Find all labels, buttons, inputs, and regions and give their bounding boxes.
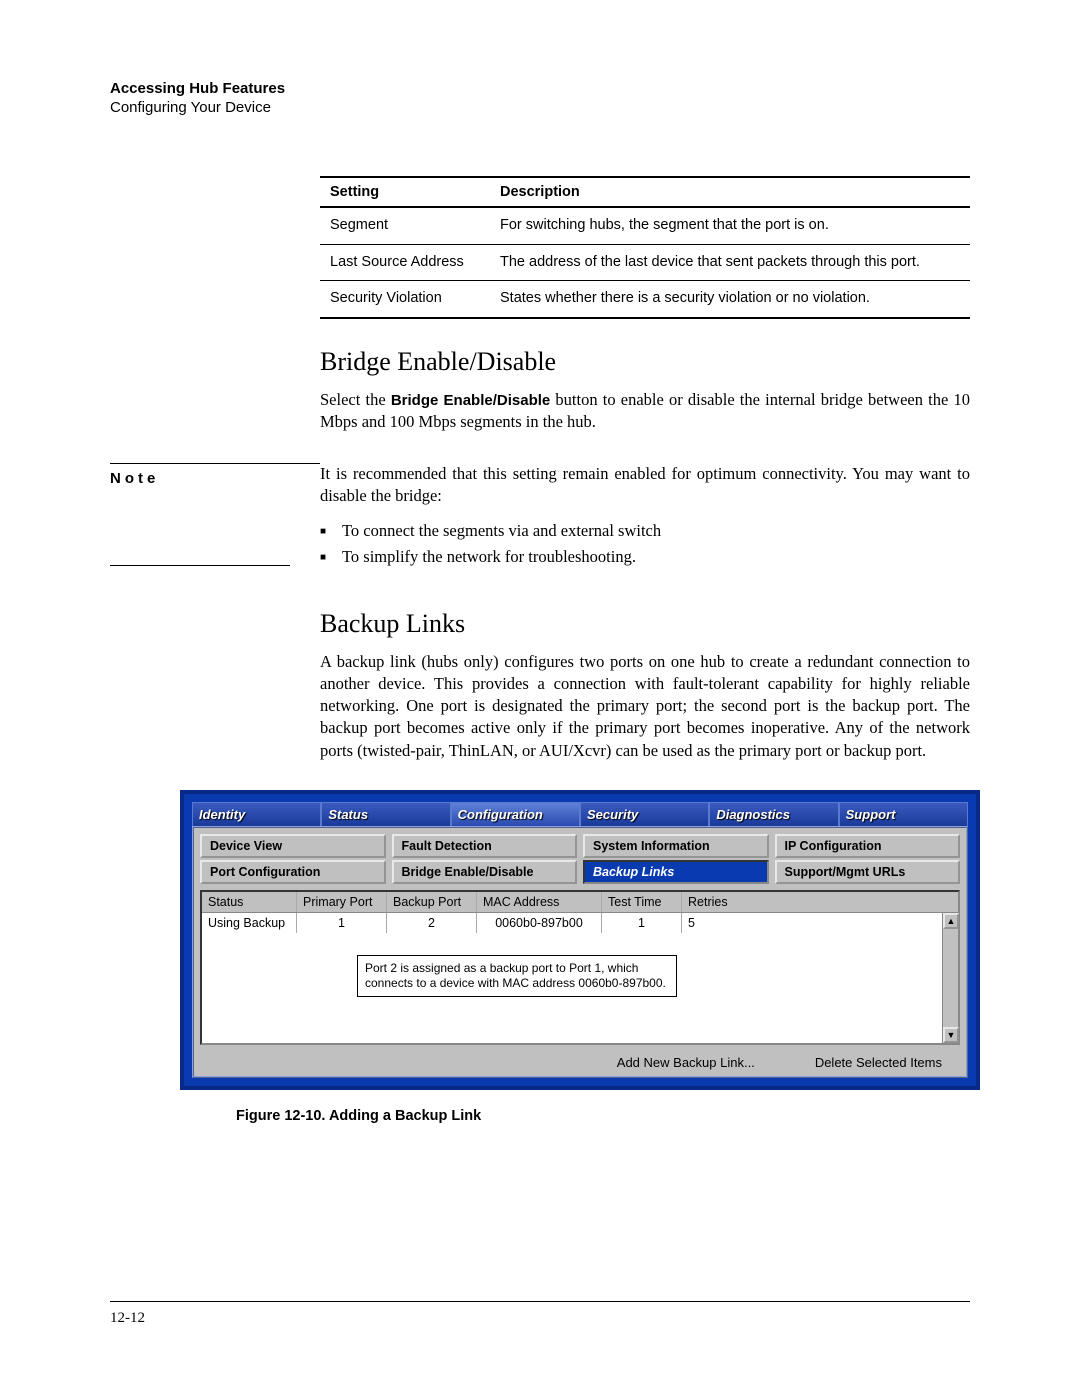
- delete-selected-button[interactable]: Delete Selected Items: [815, 1055, 942, 1070]
- subtab-device-view[interactable]: Device View: [200, 834, 386, 858]
- cell-setting: Security Violation: [320, 281, 490, 318]
- table-row: Security Violation States whether there …: [320, 281, 970, 318]
- data-row[interactable]: Using Backup 1 2 0060b0-897b00 1 5: [202, 913, 958, 933]
- main-tabs: Identity Status Configuration Security D…: [184, 794, 976, 826]
- tab-security[interactable]: Security: [580, 802, 709, 826]
- col-description: Description: [490, 177, 970, 207]
- cell-desc: For switching hubs, the segment that the…: [490, 207, 970, 244]
- subtab-port-config[interactable]: Port Configuration: [200, 860, 386, 884]
- page-header: Accessing Hub Features Configuring Your …: [110, 80, 970, 116]
- scrollbar[interactable]: ▲ ▼: [942, 913, 958, 1043]
- bridge-paragraph: Select the Bridge Enable/Disable button …: [320, 389, 970, 434]
- subtab-system-info[interactable]: System Information: [583, 834, 769, 858]
- subtab-fault-detection[interactable]: Fault Detection: [392, 834, 578, 858]
- note-bullets: To connect the segments via and external…: [320, 518, 970, 571]
- note-block: Note It is recommended that this setting…: [110, 463, 970, 580]
- bottom-bar: Add New Backup Link... Delete Selected I…: [194, 1051, 966, 1076]
- tab-identity[interactable]: Identity: [192, 802, 321, 826]
- data-panel: Status Primary Port Backup Port MAC Addr…: [200, 890, 960, 1045]
- cell-setting: Segment: [320, 207, 490, 244]
- scroll-up-icon[interactable]: ▲: [943, 913, 959, 929]
- cell-status: Using Backup: [202, 913, 297, 933]
- page-number: 12-12: [110, 1310, 145, 1326]
- tab-support[interactable]: Support: [839, 802, 968, 826]
- figure-caption: Figure 12-10. Adding a Backup Link: [236, 1108, 980, 1124]
- page-footer: 12-12: [110, 1301, 970, 1327]
- header-title: Accessing Hub Features: [110, 80, 970, 97]
- col-status[interactable]: Status: [202, 892, 297, 912]
- cell-setting: Last Source Address: [320, 244, 490, 281]
- table-row: Segment For switching hubs, the segment …: [320, 207, 970, 244]
- scroll-down-icon[interactable]: ▼: [943, 1027, 959, 1043]
- cell-retries: 5: [682, 913, 958, 933]
- add-backup-link-button[interactable]: Add New Backup Link...: [617, 1055, 755, 1070]
- tab-status[interactable]: Status: [321, 802, 450, 826]
- header-subtitle: Configuring Your Device: [110, 99, 970, 116]
- cell-desc: States whether there is a security viola…: [490, 281, 970, 318]
- data-header: Status Primary Port Backup Port MAC Addr…: [202, 892, 958, 913]
- section-heading-backup: Backup Links: [320, 609, 970, 639]
- col-setting: Setting: [320, 177, 490, 207]
- col-test-time[interactable]: Test Time: [602, 892, 682, 912]
- subtab-row-2: Port Configuration Bridge Enable/Disable…: [194, 858, 966, 884]
- subtab-row-1: Device View Fault Detection System Infor…: [194, 828, 966, 858]
- cell-pport: 1: [297, 913, 387, 933]
- bullet-item: To simplify the network for troubleshoot…: [342, 544, 970, 570]
- cell-mac: 0060b0-897b00: [477, 913, 602, 933]
- bullet-item: To connect the segments via and external…: [342, 518, 970, 544]
- callout-box: Port 2 is assigned as a backup port to P…: [357, 955, 677, 997]
- col-primary-port[interactable]: Primary Port: [297, 892, 387, 912]
- cell-bport: 2: [387, 913, 477, 933]
- subtab-ip-config[interactable]: IP Configuration: [775, 834, 961, 858]
- note-label: Note: [110, 470, 320, 487]
- settings-table: Setting Description Segment For switchin…: [320, 176, 970, 319]
- subtab-support-urls[interactable]: Support/Mgmt URLs: [775, 860, 961, 884]
- table-row: Last Source Address The address of the l…: [320, 244, 970, 281]
- col-backup-port[interactable]: Backup Port: [387, 892, 477, 912]
- col-retries[interactable]: Retries: [682, 892, 958, 912]
- cell-ttime: 1: [602, 913, 682, 933]
- backup-paragraph: A backup link (hubs only) configures two…: [320, 651, 970, 762]
- section-heading-bridge: Bridge Enable/Disable: [320, 347, 970, 377]
- tab-diagnostics[interactable]: Diagnostics: [709, 802, 838, 826]
- data-body: Using Backup 1 2 0060b0-897b00 1 5 Port …: [202, 913, 958, 1043]
- note-paragraph: It is recommended that this setting rema…: [320, 463, 970, 508]
- tab-configuration[interactable]: Configuration: [451, 802, 580, 826]
- subtab-backup-links[interactable]: Backup Links: [583, 860, 769, 884]
- cell-desc: The address of the last device that sent…: [490, 244, 970, 281]
- subtab-bridge-toggle[interactable]: Bridge Enable/Disable: [392, 860, 578, 884]
- col-mac-address[interactable]: MAC Address: [477, 892, 602, 912]
- ui-window: Identity Status Configuration Security D…: [180, 790, 980, 1124]
